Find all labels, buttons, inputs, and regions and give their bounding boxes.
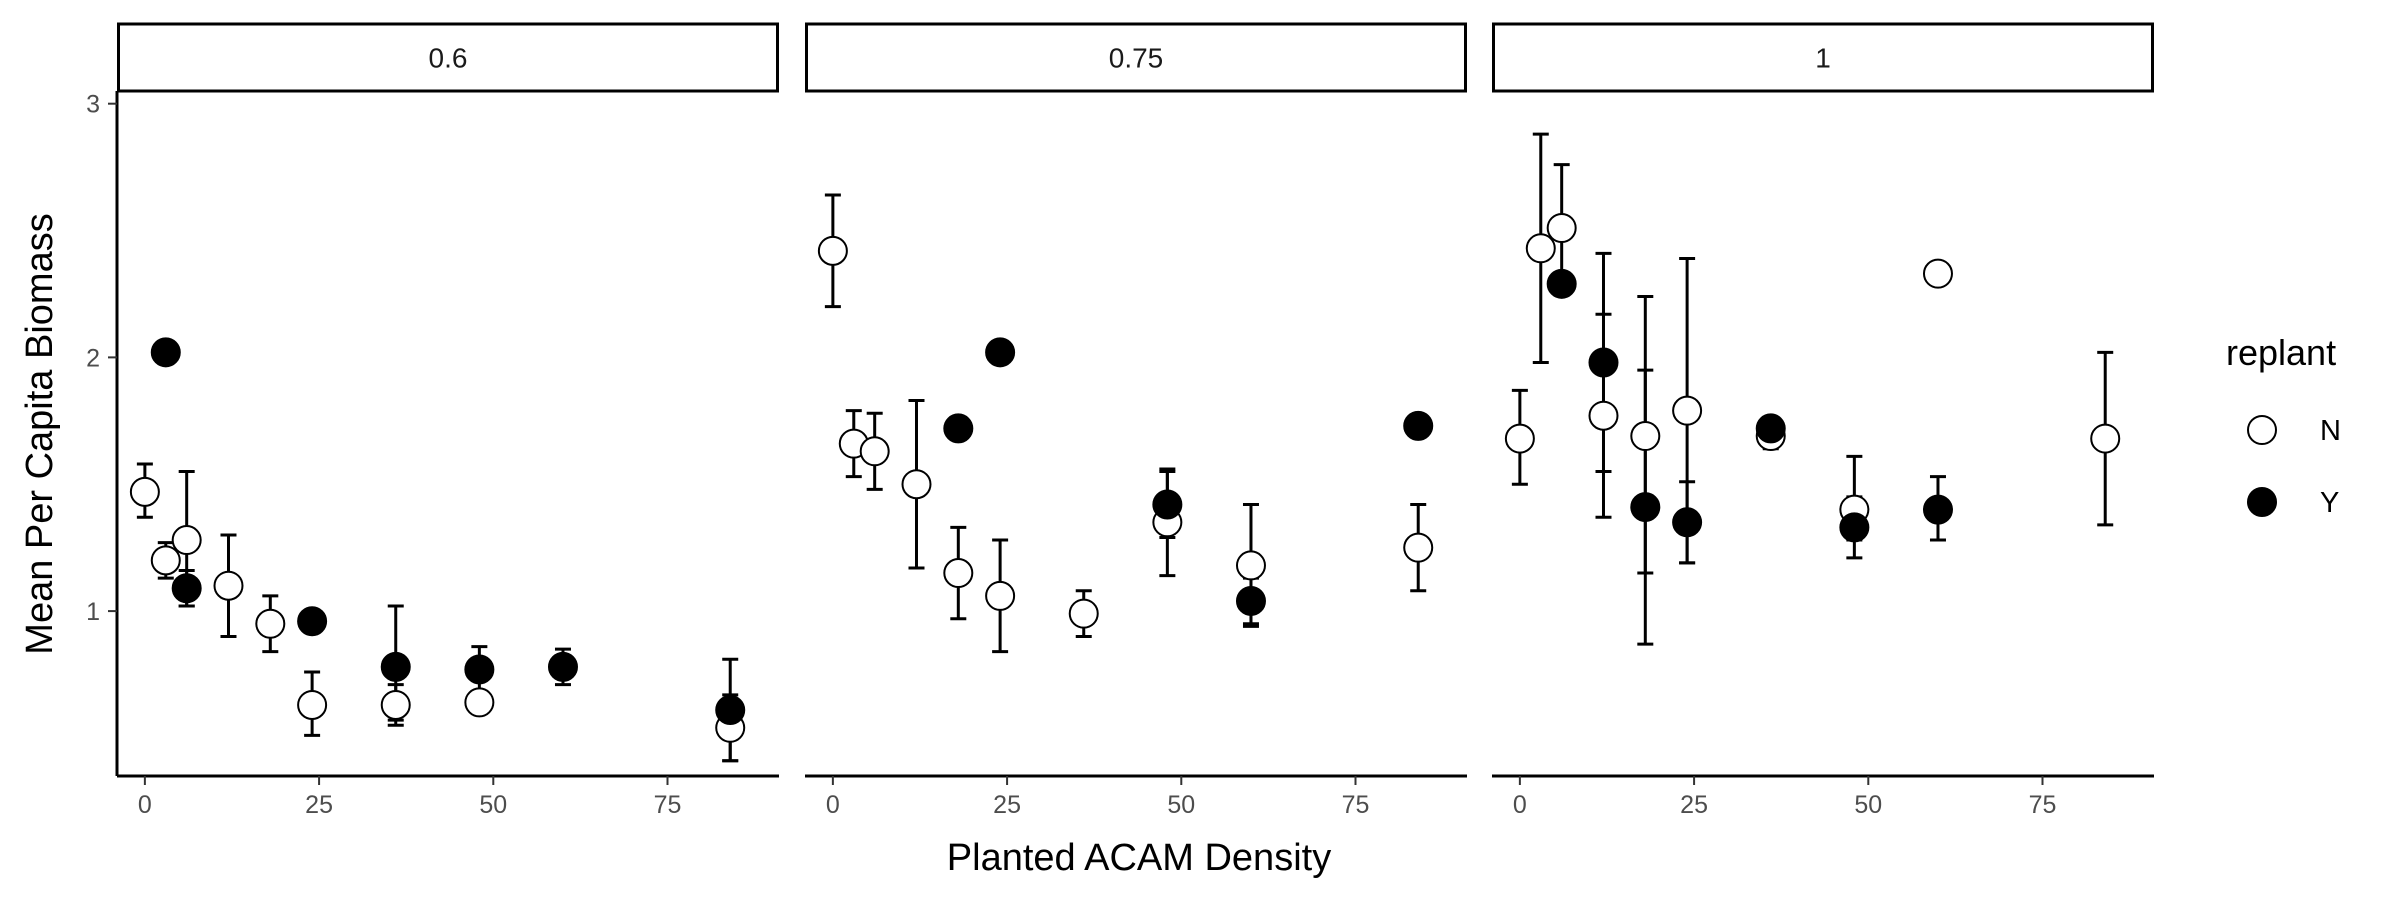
x-axis-title: Planted ACAM Density xyxy=(947,837,1331,879)
data-point-replant-y xyxy=(1403,410,1434,441)
data-point-replant-n xyxy=(129,476,160,507)
data-point-replant-n xyxy=(1546,213,1577,243)
legend-key-y xyxy=(2247,487,2277,517)
y-tick-label: 3 xyxy=(86,91,100,119)
x-tick-label: 0 xyxy=(1513,791,1527,819)
facet-strip xyxy=(1492,22,2154,93)
data-point-replant-y xyxy=(1235,585,1266,616)
x-tick-label: 75 xyxy=(654,791,682,819)
x-tick-label: 75 xyxy=(2029,791,2057,819)
data-point-replant-y xyxy=(547,651,578,682)
y-tick-label: 2 xyxy=(86,344,100,372)
data-point-replant-y xyxy=(1588,347,1619,378)
x-tick-label: 50 xyxy=(1854,791,1882,819)
data-point-replant-y xyxy=(1839,512,1870,543)
x-tick-label: 50 xyxy=(1167,791,1195,819)
x-tick-label: 25 xyxy=(993,791,1021,819)
x-tick-label: 75 xyxy=(1342,791,1370,819)
data-point-replant-y xyxy=(1922,494,1953,525)
data-point-replant-y xyxy=(171,573,202,604)
data-point-replant-y xyxy=(464,654,495,685)
facet-panel: 1 0 25 50 75 xyxy=(1492,22,2154,819)
legend: replant N Y xyxy=(2226,332,2341,519)
x-tick-label: 50 xyxy=(479,791,507,819)
x-tick-label: 0 xyxy=(826,791,840,819)
facet-strip xyxy=(805,22,1467,93)
data-point-replant-n xyxy=(859,436,890,467)
data-point-replant-n xyxy=(1235,550,1266,581)
data-point-replant-n xyxy=(2090,423,2121,454)
data-point-replant-y xyxy=(297,606,328,637)
data-point-replant-n xyxy=(297,689,328,720)
data-point-replant-y xyxy=(1546,268,1577,299)
x-tick-label: 0 xyxy=(138,791,152,819)
data-point-replant-n xyxy=(901,469,932,500)
facet-panel: 0.75 0 25 50 75 xyxy=(805,22,1467,819)
legend-label-n: N xyxy=(2320,415,2341,447)
data-point-replant-n xyxy=(1672,395,1703,426)
data-point-replant-y xyxy=(150,337,181,368)
data-point-replant-y xyxy=(1672,507,1703,538)
data-point-replant-y xyxy=(1630,492,1661,523)
facet-strip xyxy=(117,22,779,93)
data-point-replant-n xyxy=(1588,400,1619,431)
facet-strip-label: 1 xyxy=(1815,43,1831,74)
data-point-replant-y xyxy=(380,651,411,682)
data-point-replant-n xyxy=(150,545,181,576)
data-point-replant-n xyxy=(1403,532,1434,563)
facet-strip-label: 0.75 xyxy=(1109,43,1164,74)
x-tick-label: 25 xyxy=(1680,791,1708,819)
data-point-replant-n xyxy=(255,608,286,639)
data-point-replant-n xyxy=(943,558,974,589)
legend-label-y: Y xyxy=(2320,487,2339,519)
y-tick-label: 1 xyxy=(86,598,100,626)
data-point-replant-n xyxy=(1504,423,1535,454)
data-point-replant-n xyxy=(171,525,202,556)
legend-key-n xyxy=(2247,415,2277,445)
data-point-replant-y xyxy=(1755,413,1786,444)
data-point-replant-n xyxy=(1630,421,1661,452)
data-point-replant-y xyxy=(943,413,974,444)
data-point-replant-n xyxy=(985,580,1016,611)
data-point-replant-n xyxy=(1525,233,1556,264)
data-point-replant-y xyxy=(715,695,746,726)
x-tick-label: 25 xyxy=(305,791,333,819)
data-point-replant-n xyxy=(1068,598,1099,629)
data-point-replant-n xyxy=(464,687,495,718)
legend-title: replant xyxy=(2226,332,2336,373)
data-point-replant-n xyxy=(380,689,411,720)
data-point-replant-n xyxy=(213,570,244,601)
data-point-replant-y xyxy=(1152,489,1183,520)
facets-layer: 0.6 0 25 50 75 1 2 3 0.75 0 25 50 75 1 0 25 50 75 xyxy=(86,22,2154,819)
facet-panel: 0.6 0 25 50 75 1 2 3 xyxy=(86,22,779,819)
data-point-replant-n xyxy=(817,235,848,266)
data-point-replant-n xyxy=(1922,258,1953,289)
facet-strip-label: 0.6 xyxy=(429,43,468,74)
y-axis-title: Mean Per Capita Biomass xyxy=(19,213,61,654)
data-point-replant-y xyxy=(985,337,1016,368)
